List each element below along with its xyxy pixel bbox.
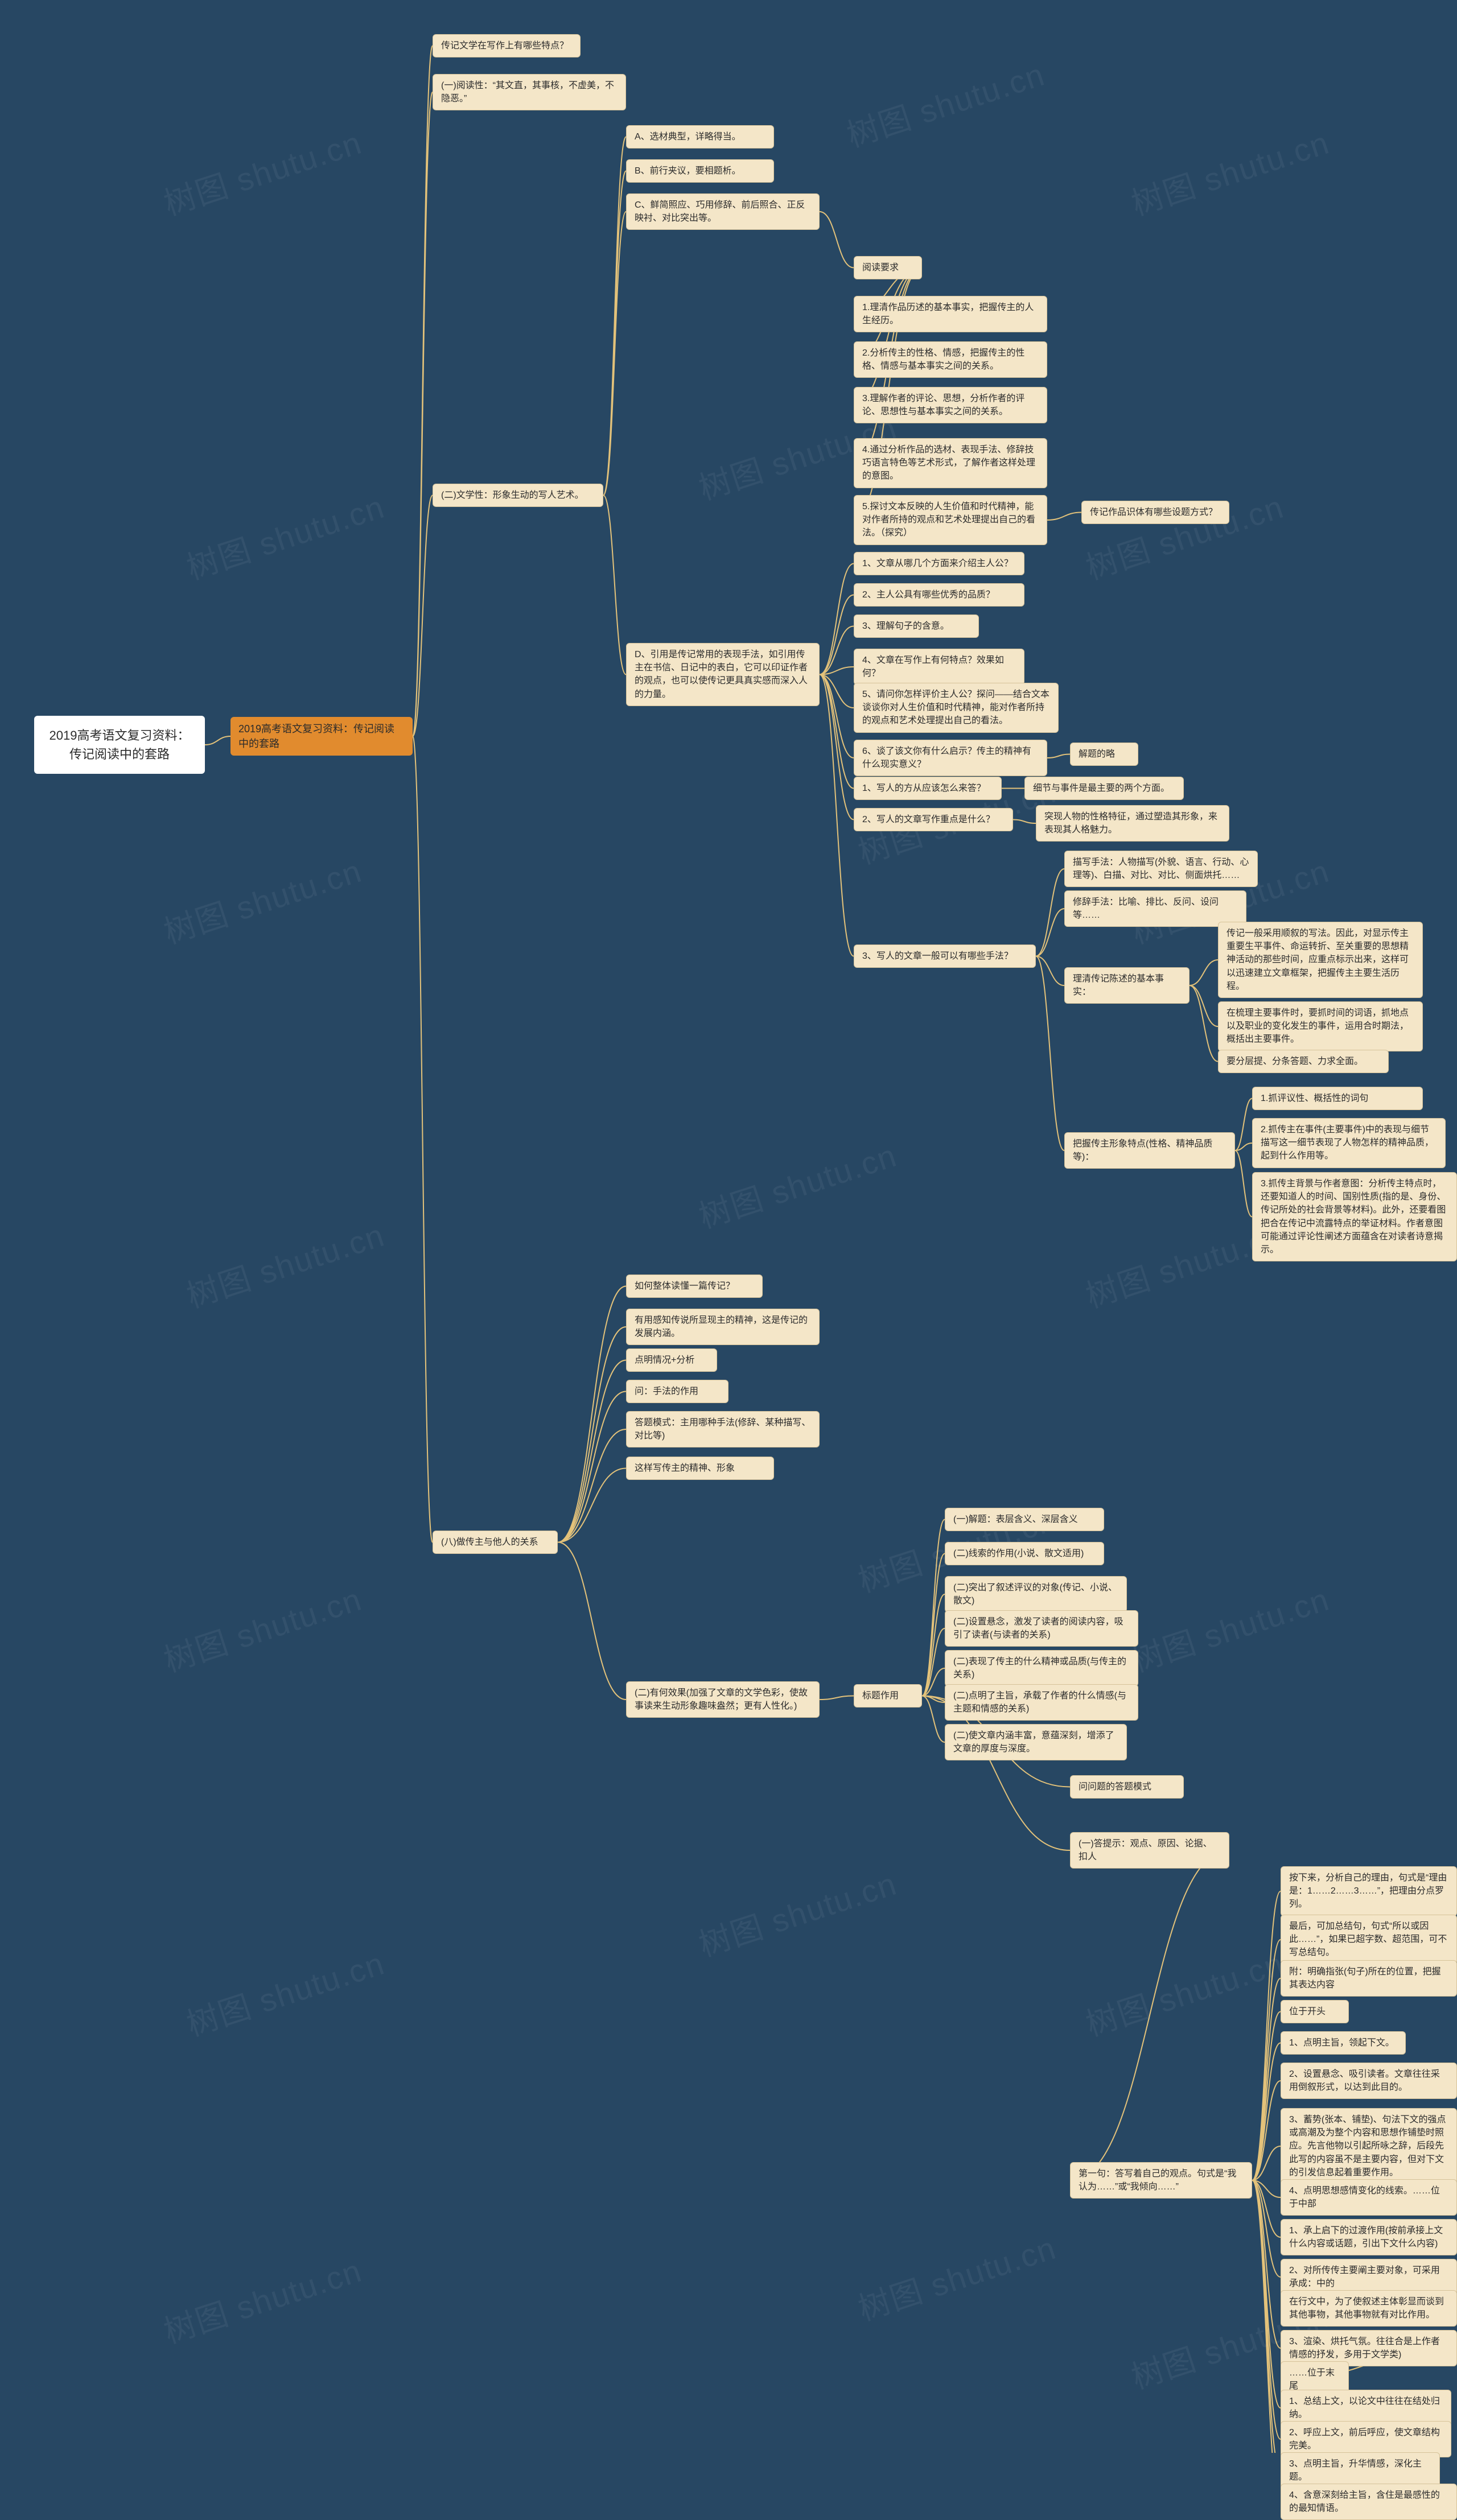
mindmap-node[interactable]: 2、主人公具有哪些优秀的品质？: [854, 583, 1024, 607]
watermark: 树图 shutu.cn: [157, 2245, 367, 2353]
mindmap-node[interactable]: 最后，可加总结句，句式“所以或因此……”，如果已超字数、超范围，可不写总结句。: [1281, 1915, 1457, 1965]
watermark: 树图 shutu.cn: [180, 481, 390, 589]
mindmap-node[interactable]: 问问题的答题模式: [1070, 1775, 1184, 1799]
mindmap-node[interactable]: 1.抓评议性、概括性的词句: [1252, 1087, 1423, 1110]
mindmap-node[interactable]: 要分层提、分条答题、力求全面。: [1218, 1050, 1389, 1073]
mindmap-node[interactable]: 标题作用: [854, 1684, 922, 1708]
mindmap-node[interactable]: 修辞手法：比喻、排比、反问、设问等……: [1064, 890, 1246, 927]
mindmap-node[interactable]: 如何整体读懂一篇传记？: [626, 1275, 763, 1298]
watermark: 树图 shutu.cn: [1125, 117, 1335, 225]
level1-node[interactable]: 2019高考语文复习资料：传记阅读中的套路: [231, 717, 413, 756]
watermark: 树图 shutu.cn: [692, 1858, 902, 1966]
watermark: 树图 shutu.cn: [851, 2222, 1061, 2330]
mindmap-node[interactable]: (⼆)突出了叙述评议的对象(传记、小说、散文): [945, 1576, 1127, 1612]
mindmap-node[interactable]: 问：手法的作用: [626, 1380, 728, 1403]
mindmap-node[interactable]: 在行文中，为了使叙述主体彰显而谈到其他事物，其他事物就有对比作用。: [1281, 2290, 1457, 2327]
mindmap-node[interactable]: 位于开头: [1281, 2000, 1349, 2023]
mindmap-node[interactable]: D、引用是传记常用的表现手法，如引用传主在书信、日记中的表白，它可以印证作者的观…: [626, 643, 820, 706]
mindmap-node[interactable]: 2、设置悬念、吸引读者。文章往往采用倒叙形式，以达到此目的。: [1281, 2063, 1457, 2099]
mindmap-node[interactable]: 1.理清作品历述的基本事实，把握传主的人生经历。: [854, 296, 1047, 332]
mindmap-node[interactable]: C、鲜简照应、巧用修辞、前后照合、正反映衬、对比突出等。: [626, 193, 820, 230]
mindmap-node[interactable]: 3、理解句子的含意。: [854, 614, 979, 638]
mindmap-canvas: 树图 shutu.cn 树图 shutu.cn 树图 shutu.cn 树图 shut…: [0, 0, 1457, 2453]
watermark: 树图 shutu.cn: [180, 1210, 390, 1317]
mindmap-node[interactable]: 第一句：答写着自己的观点。句式是“我认为……”或“我倾向……”: [1070, 2162, 1252, 2199]
mindmap-node[interactable]: 阅读要求: [854, 256, 922, 279]
mindmap-node[interactable]: 附：明确指张(句子)所在的位置，把握其表达内容: [1281, 1960, 1457, 1997]
mindmap-node[interactable]: 细节与事件是最主要的两个方面。: [1024, 777, 1184, 800]
watermark: 树图 shutu.cn: [1079, 481, 1289, 589]
mindmap-node[interactable]: 5、请问你怎样评价主人公？探问——结合文本谈谈你对人生价值和时代精神，能对作者所…: [854, 683, 1059, 733]
mindmap-node[interactable]: 1、文章从哪几个方面来介绍主人公？: [854, 552, 1024, 575]
edge-layer: [0, 0, 1457, 2453]
watermark: 树图 shutu.cn: [1125, 1574, 1335, 1681]
mindmap-node[interactable]: (⼀)阅读性：“其文直，其事核，不虚美，不隐恶。”: [433, 74, 626, 110]
mindmap-node[interactable]: 把握传主形象特点(性格、精神品质等)：: [1064, 1132, 1235, 1169]
mindmap-node[interactable]: (⼆)有何效果(加强了文章的文学色彩，使故事读来生动形象趣味盎然；更有人性化。): [626, 1681, 820, 1718]
mindmap-node[interactable]: 1、点明主旨，领起下文。: [1281, 2031, 1406, 2055]
mindmap-node[interactable]: 3、写人的文章一般可以有哪些手法？: [854, 945, 1036, 968]
watermark: 树图 shutu.cn: [692, 1130, 902, 1238]
mindmap-node[interactable]: 传记作品识体有哪些设题方式？: [1081, 501, 1229, 524]
mindmap-node[interactable]: 3.抓传主背景与作者意图：分析传主特点时，还要知道人的时间、国别性质(指的是、身…: [1252, 1172, 1457, 1261]
mindmap-node[interactable]: 这样写传主的精神、形象: [626, 1457, 774, 1480]
mindmap-node[interactable]: 3、蓄势(张本、铺垫)、句法下文的强点或高潮及为整个内容和思想作铺垫时照应。先言…: [1281, 2108, 1457, 2184]
mindmap-node[interactable]: (⼆)设置悬念，激发了读者的阅读内容，吸引了读者(与读者的关系): [945, 1610, 1138, 1647]
mindmap-node[interactable]: 1、承上启下的过渡作用(按前承接上文什么内容或话题，引出下文什么内容): [1281, 2219, 1457, 2255]
watermark: 树图 shutu.cn: [157, 1574, 367, 1681]
mindmap-node[interactable]: 4、文章在写作上有何特点？效果如何？: [854, 649, 1024, 685]
mindmap-node[interactable]: 描写手法：人物描写(外貌、语言、行动、心理等)、白描、对比、对比、侧面烘托……: [1064, 851, 1258, 887]
root-node[interactable]: 2019高考语文复习资料：传记阅读中的套路: [34, 716, 205, 774]
mindmap-node[interactable]: B、前行夹议，要相题析。: [626, 159, 774, 183]
watermark: 树图 shutu.cn: [840, 49, 1050, 156]
mindmap-node[interactable]: 2、写人的文章写作重点是什么？: [854, 808, 1013, 831]
mindmap-node[interactable]: 2.抓传主在事件(主要事件)中的表现与细节描写这一细节表现了人物怎样的精神品质，…: [1252, 1118, 1446, 1168]
watermark: 树图 shutu.cn: [157, 117, 367, 225]
mindmap-node[interactable]: A、选材典型，详略得当。: [626, 125, 774, 149]
mindmap-node[interactable]: (⼆)使文章内涵丰富，意蕴深刻，增添了文章的厚度与深度。: [945, 1724, 1127, 1760]
mindmap-node[interactable]: 传记一般采用顺叙的写法。因此，对显示传主重要生平事件、命运转折、至关重要的思想精…: [1218, 922, 1423, 998]
mindmap-node[interactable]: 答题模式：主用哪种手法(修辞、某种描写、对比等): [626, 1411, 820, 1447]
mindmap-node[interactable]: (⼆)线索的作用(小说、散文适用): [945, 1542, 1104, 1565]
mindmap-node[interactable]: 2.分析传主的性格、情感，把握传主的性格、情感与基本事实之间的关系。: [854, 341, 1047, 378]
mindmap-node[interactable]: 按下来，分析自己的理由，句式是“理由是：1……2……3……”，把理由分点罗列。: [1281, 1866, 1457, 1916]
mindmap-node[interactable]: (⼆)表现了传主的什么精神或品质(与传主的关系): [945, 1650, 1138, 1686]
mindmap-node[interactable]: 在梳理主要事件时，要抓时间的词语，抓地点以及职业的变化发生的事件，运用合时期法，…: [1218, 1001, 1423, 1051]
mindmap-node[interactable]: (⼋)做传主与他人的关系: [433, 1531, 558, 1554]
mindmap-node[interactable]: (⼆)点明了主旨，承载了作者的什么情感(与主题和情感的关系): [945, 1684, 1138, 1721]
mindmap-node[interactable]: 3.理解作者的评论、思想，分析作者的评论、思想性与基本事实之间的关系。: [854, 387, 1047, 423]
mindmap-node[interactable]: 有用感知传说所显现主的精神，这是传记的发展内涵。: [626, 1309, 820, 1345]
watermark: 树图 shutu.cn: [180, 1938, 390, 2045]
mindmap-node[interactable]: 点明情况+分析: [626, 1348, 717, 1372]
mindmap-node[interactable]: 4、含意深刻给主旨，含住是最感性的的最知情语。: [1281, 2484, 1457, 2520]
mindmap-node[interactable]: 1、写人的方从应该怎么来答？: [854, 777, 1002, 800]
mindmap-node[interactable]: (⼀)答提示：观点、原因、论据、扣人: [1070, 1832, 1229, 1869]
mindmap-node[interactable]: 4、点明思想感情变化的线索。……位于中部: [1281, 2179, 1457, 2216]
mindmap-node[interactable]: 突现人物的性格特征，通过塑造其形象，来表现其人格魅力。: [1036, 805, 1229, 842]
watermark: 树图 shutu.cn: [1079, 1938, 1289, 2045]
mindmap-node[interactable]: 理清传记陈述的基本事实：: [1064, 967, 1190, 1004]
mindmap-node[interactable]: 传记文学在写作上有哪些特点？: [433, 34, 581, 57]
mindmap-node[interactable]: (⼀)解题：表层含义、深层含义: [945, 1508, 1104, 1531]
watermark: 树图 shutu.cn: [157, 846, 367, 953]
mindmap-node[interactable]: 解题的略: [1070, 743, 1138, 766]
mindmap-node[interactable]: 5.探讨文本反映的人生价值和时代精神，能对作者所持的观点和艺术处理提出自己的看法…: [854, 495, 1047, 545]
mindmap-node[interactable]: 4.通过分析作品的选材、表现手法、修辞技巧语言特色等艺术形式，了解作者这样处理的…: [854, 438, 1047, 488]
mindmap-node[interactable]: 6、谈了该文你有什么启示？传主的精神有什么现实意义？: [854, 740, 1047, 776]
mindmap-node[interactable]: (⼆)文学性：形象生动的写人艺术。: [433, 484, 603, 507]
